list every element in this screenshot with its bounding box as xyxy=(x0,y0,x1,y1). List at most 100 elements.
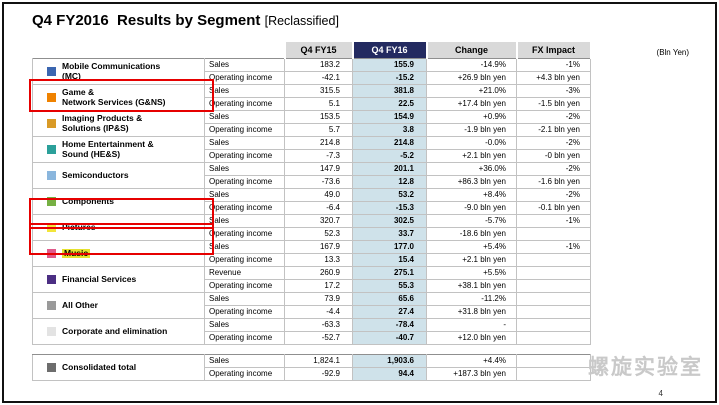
metric-label: Sales xyxy=(204,318,285,332)
table-row: Corporate and elimination Sales -63.3 -78.4… xyxy=(32,318,591,345)
change-value: -11.2% xyxy=(426,292,517,306)
col-header-q4fy16: Q4 FY16 xyxy=(351,40,428,59)
table-row: Financial Services Revenue 260.9 275.1 +5.5% xyxy=(32,266,591,293)
metric-label: Operating income xyxy=(204,71,285,85)
metric-label: Sales xyxy=(204,240,285,254)
slide-title-text: Q4 FY2016 Results by Segment xyxy=(32,12,261,29)
table-row: Game & Network Services (G&NS) Sales 315.5 3… xyxy=(32,84,591,111)
q4fy15-value: 5.7 xyxy=(284,123,353,137)
table-row: Semiconductors Sales 147.9 201.1 +36.0% -2% xyxy=(32,162,591,189)
metric-label: Sales xyxy=(204,214,285,228)
segment-name-cell: Financial Services xyxy=(32,266,205,293)
metric-label: Operating income xyxy=(204,227,285,241)
q4fy15-value: 73.9 xyxy=(284,292,353,306)
unit-note: (Bln Yen) xyxy=(656,48,689,57)
fx-impact-value: +4.3 bln yen xyxy=(516,71,591,85)
fx-impact-value xyxy=(516,279,591,293)
metric-label: Operating income xyxy=(204,201,285,215)
fx-impact-value: -1% xyxy=(516,214,591,228)
metric-label: Operating income xyxy=(204,367,285,381)
segment-name-cell: Home Entertainment & Sound (HE&S) xyxy=(32,136,205,163)
segment-name: Imaging Products & Solutions (IP&S) xyxy=(62,112,143,133)
q4fy15-value: -7.3 xyxy=(284,149,353,163)
table-row: Home Entertainment & Sound (HE&S) Sales 214… xyxy=(32,136,591,163)
table-row: Operating income -92.9 94.4 +187.3 bln yen xyxy=(33,367,591,381)
table-row: Consolidated total Sales 1,824.1 1,903.6 +4.… xyxy=(32,354,591,381)
fx-impact-value: -0.1 bln yen xyxy=(516,201,591,215)
table-row: Imaging Products & Solutions (IP&S) Sales 1… xyxy=(32,110,591,137)
fx-impact-value: -2% xyxy=(516,110,591,124)
q4fy15-value: 17.2 xyxy=(284,279,353,293)
metric-label: Sales xyxy=(204,136,285,150)
table-row: Operating income 5.1 22.5 +17.4 bln yen -1.5… xyxy=(33,97,591,111)
fx-impact-value xyxy=(516,227,591,241)
q4fy15-value: -63.3 xyxy=(284,318,353,332)
change-value: -9.0 bln yen xyxy=(426,201,517,215)
change-value: +2.1 bln yen xyxy=(426,253,517,267)
segment-name: Semiconductors xyxy=(62,169,129,180)
fx-impact-value xyxy=(516,354,591,368)
table-header: Q4 FY15 Q4 FY16 Change FX Impact xyxy=(33,40,592,59)
segment-color-chip xyxy=(47,248,56,258)
change-value: +26.9 bln yen xyxy=(426,71,517,85)
table-row: Operating income 13.3 15.4 +2.1 bln yen xyxy=(33,253,591,267)
results-table: Q4 FY15 Q4 FY16 Change FX Impact Mobile … xyxy=(32,40,592,345)
q4fy15-value: 147.9 xyxy=(284,162,353,176)
total-separator-gap xyxy=(32,345,592,354)
q4fy16-value: 22.5 xyxy=(352,97,427,111)
q4fy15-value: 52.3 xyxy=(284,227,353,241)
change-value: +4.4% xyxy=(426,354,517,368)
change-value: +36.0% xyxy=(426,162,517,176)
segment-name-cell: Pictures xyxy=(32,214,205,241)
segment-color-chip xyxy=(47,300,56,310)
metric-label: Operating income xyxy=(204,253,285,267)
table-row: All Other Sales 73.9 65.6 -11.2% xyxy=(32,292,591,319)
metric-label: Operating income xyxy=(204,175,285,189)
metric-label: Operating income xyxy=(204,331,285,345)
change-value: +8.4% xyxy=(426,188,517,202)
table-row: Operating income -52.7 -40.7 +12.0 bln yen xyxy=(33,331,591,345)
segment-color-chip xyxy=(47,274,56,284)
change-value: +17.4 bln yen xyxy=(426,97,517,111)
table-row: Pictures Sales 320.7 302.5 -5.7% -1% xyxy=(32,214,591,241)
fx-impact-value: -3% xyxy=(516,84,591,98)
q4fy15-value: -4.4 xyxy=(284,305,353,319)
slide-title: Q4 FY2016 Results by Segment [Reclassifi… xyxy=(32,12,339,29)
q4fy16-value: -15.3 xyxy=(352,201,427,215)
q4fy15-value: -6.4 xyxy=(284,201,353,215)
q4fy16-value: 15.4 xyxy=(352,253,427,267)
col-header-fx-impact: FX Impact xyxy=(515,40,592,59)
change-value: +0.9% xyxy=(426,110,517,124)
metric-label: Operating income xyxy=(204,123,285,137)
q4fy16-value: 94.4 xyxy=(352,367,427,381)
change-value: +86.3 bln yen xyxy=(426,175,517,189)
segment-color-chip xyxy=(47,196,56,206)
segment-name-cell: Components xyxy=(32,188,205,215)
table-row: Operating income -6.4 -15.3 -9.0 bln yen -0.… xyxy=(33,201,591,215)
segment-name-cell: Mobile Communications (MC) xyxy=(32,58,205,85)
segment-name: Mobile Communications (MC) xyxy=(62,60,161,81)
slide-title-tag: [Reclassified] xyxy=(264,14,339,28)
q4fy16-value: 12.8 xyxy=(352,175,427,189)
segment-name: Corporate and elimination xyxy=(62,325,168,336)
fx-impact-value: -2% xyxy=(516,136,591,150)
q4fy16-value: 3.8 xyxy=(352,123,427,137)
change-value: +21.0% xyxy=(426,84,517,98)
change-value: +12.0 bln yen xyxy=(426,331,517,345)
metric-label: Operating income xyxy=(204,97,285,111)
q4fy16-value: -15.2 xyxy=(352,71,427,85)
fx-impact-value: -2.1 bln yen xyxy=(516,123,591,137)
q4fy16-value: -40.7 xyxy=(352,331,427,345)
fx-impact-value xyxy=(516,318,591,332)
q4fy16-value: 1,903.6 xyxy=(352,354,427,368)
metric-label: Sales xyxy=(204,110,285,124)
segment-name-cell: Music xyxy=(32,240,205,267)
segment-color-chip xyxy=(47,170,56,180)
segment-color-chip xyxy=(47,119,56,128)
q4fy15-value: 214.8 xyxy=(284,136,353,150)
table-row: Operating income -73.6 12.8 +86.3 bln yen -1… xyxy=(33,175,591,189)
q4fy15-value: 167.9 xyxy=(284,240,353,254)
metric-label: Sales xyxy=(204,58,285,72)
fx-impact-value: -2% xyxy=(516,188,591,202)
segment-name: Game & Network Services (G&NS) xyxy=(62,86,166,107)
